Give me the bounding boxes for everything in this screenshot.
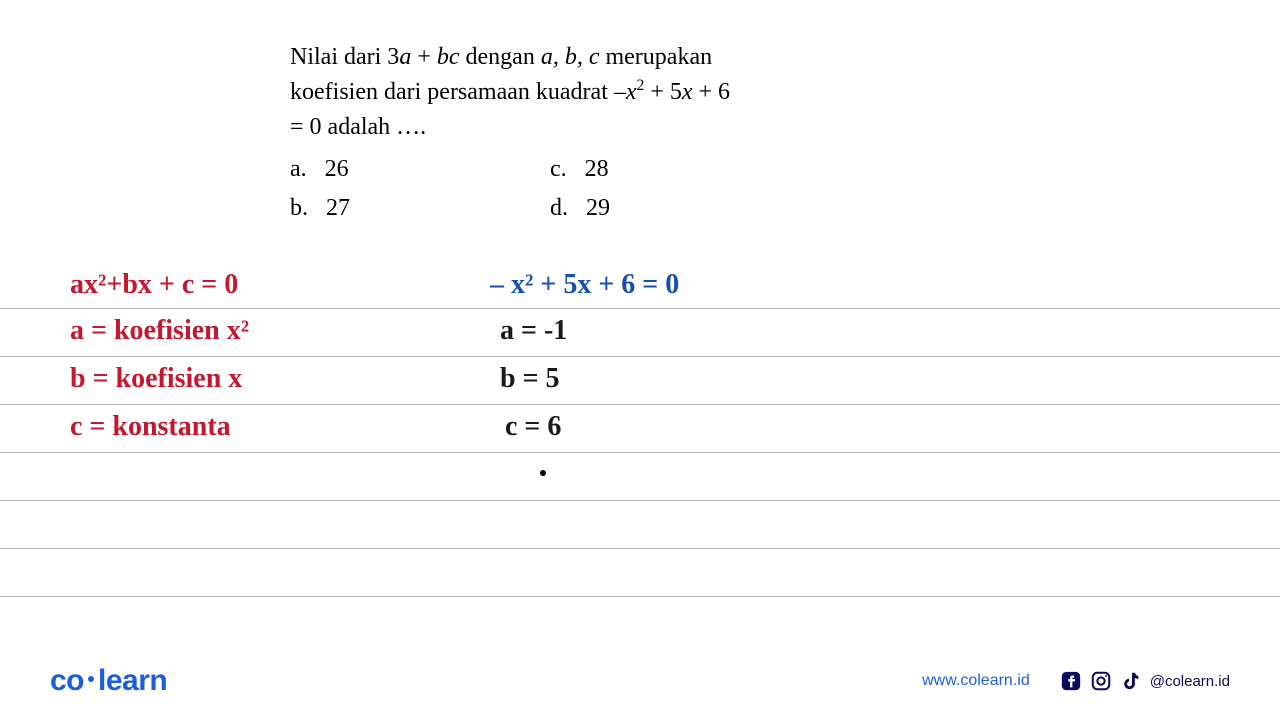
- option-b: b. 27: [290, 191, 350, 226]
- logo-learn: learn: [98, 664, 167, 697]
- rule-line: [0, 356, 1280, 357]
- q-x2: x: [682, 79, 693, 105]
- option-d-label: d.: [550, 191, 568, 226]
- q-line1-pre: Nilai dari 3: [290, 44, 399, 70]
- social-handle: @colearn.id: [1150, 673, 1230, 690]
- question-text: Nilai dari 3a + bc dengan a, b, c merupa…: [290, 40, 990, 144]
- option-c: c. 28: [550, 152, 610, 187]
- rule-line: [0, 308, 1280, 309]
- hw-left-eq1: ax²+bx + c = 0: [70, 270, 238, 301]
- rule-line: [0, 500, 1280, 501]
- option-a-value: 26: [325, 152, 349, 187]
- instagram-icon[interactable]: [1090, 670, 1112, 692]
- hw-right-eq2: a = -1: [500, 316, 567, 347]
- q-var-a: a: [399, 44, 411, 70]
- logo-dot: [88, 676, 94, 682]
- logo: colearn: [50, 664, 167, 698]
- options-col-right: c. 28 d. 29: [550, 152, 610, 226]
- rule-line: [0, 596, 1280, 597]
- options-row: a. 26 b. 27 c. 28 d. 29: [290, 152, 990, 226]
- hw-right-eq4: c = 6: [505, 412, 561, 443]
- options-col-left: a. 26 b. 27: [290, 152, 350, 226]
- hw-left-eq3: b = koefisien x: [70, 364, 242, 395]
- question-block: Nilai dari 3a + bc dengan a, b, c merupa…: [290, 40, 990, 226]
- q-mid: dengan: [460, 44, 541, 70]
- q-var-abc: a, b, c: [541, 44, 600, 70]
- hw-left-eq2: a = koefisien x²: [70, 316, 249, 347]
- option-a-label: a.: [290, 152, 307, 187]
- facebook-icon[interactable]: [1060, 670, 1082, 692]
- work-area: ax²+bx + c = 0 a = koefisien x² b = koef…: [0, 260, 1280, 620]
- footer: colearn www.colearn.id @colearn.id: [0, 664, 1280, 698]
- footer-right: www.colearn.id @colearn.id: [922, 670, 1230, 692]
- option-c-label: c.: [550, 152, 567, 187]
- option-d: d. 29: [550, 191, 610, 226]
- hw-left-eq4: c = konstanta: [70, 412, 231, 443]
- option-a: a. 26: [290, 152, 350, 187]
- q-x: x: [626, 79, 637, 105]
- option-d-value: 29: [586, 191, 610, 226]
- option-c-value: 28: [585, 152, 609, 187]
- option-b-label: b.: [290, 191, 308, 226]
- q-post2: + 6: [693, 79, 731, 105]
- tiktok-icon[interactable]: [1120, 670, 1142, 692]
- rule-line: [0, 452, 1280, 453]
- rule-line: [0, 404, 1280, 405]
- q-var-bc: bc: [437, 44, 460, 70]
- logo-co: co: [50, 664, 84, 697]
- hw-right-eq3: b = 5: [500, 364, 560, 395]
- hw-right-eq1: – x² + 5x + 6 = 0: [490, 270, 679, 301]
- website-link[interactable]: www.colearn.id: [922, 672, 1030, 690]
- q-line2-pre: koefisien dari persamaan kuadrat –: [290, 79, 626, 105]
- option-b-value: 27: [326, 191, 350, 226]
- q-post: merupakan: [599, 44, 712, 70]
- socials: @colearn.id: [1060, 670, 1230, 692]
- q-mid2: + 5: [644, 79, 682, 105]
- q-line3: = 0 adalah ….: [290, 114, 426, 140]
- hw-dot: [540, 470, 546, 476]
- rule-line: [0, 548, 1280, 549]
- q-plus: +: [411, 44, 437, 70]
